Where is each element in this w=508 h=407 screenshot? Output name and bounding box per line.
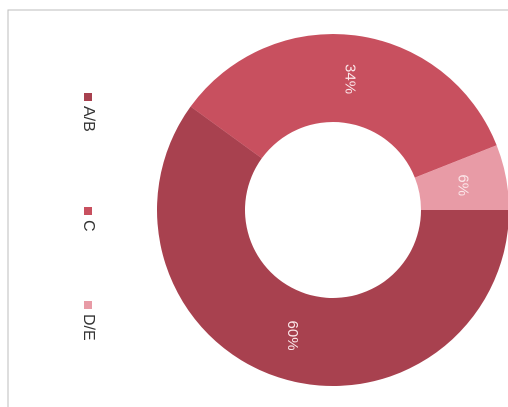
legend-swatch — [84, 93, 92, 101]
legend-label: A/B — [80, 106, 97, 132]
value-label: 6% — [455, 174, 472, 196]
legend-label: C — [80, 220, 97, 232]
legend-swatch — [84, 207, 92, 215]
donut-segment — [190, 33, 497, 178]
value-label: 34% — [342, 64, 359, 94]
legend-item: A/B — [80, 93, 97, 132]
legend-label: D/E — [80, 314, 97, 341]
legend-item: D/E — [80, 301, 97, 341]
legend-item: C — [80, 207, 97, 232]
legend-swatch — [84, 301, 92, 309]
value-label: 60% — [284, 321, 301, 351]
donut-segment — [414, 145, 508, 210]
donut-segment — [157, 106, 508, 386]
